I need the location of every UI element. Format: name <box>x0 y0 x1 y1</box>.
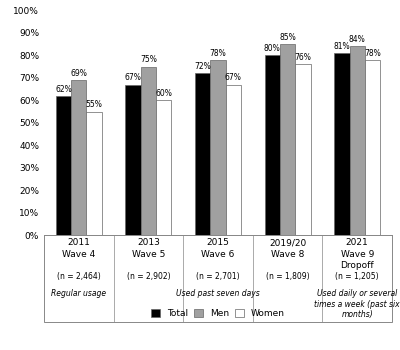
Text: (n = 2,464): (n = 2,464) <box>57 272 101 281</box>
Bar <box>126 85 141 236</box>
Bar <box>195 74 210 236</box>
Text: 2013: 2013 <box>137 238 160 247</box>
Text: 84%: 84% <box>349 35 366 44</box>
Text: Used daily or several
times a week (past six
months): Used daily or several times a week (past… <box>314 289 400 319</box>
Text: Used past seven days: Used past seven days <box>176 289 260 298</box>
Text: Wave 6: Wave 6 <box>201 250 235 259</box>
Bar <box>56 96 71 236</box>
Text: 62%: 62% <box>55 85 72 94</box>
Bar <box>265 56 280 236</box>
Text: Wave 8: Wave 8 <box>271 250 304 259</box>
Text: (n = 2,701): (n = 2,701) <box>196 272 240 281</box>
Bar <box>86 112 102 236</box>
Text: 67%: 67% <box>125 74 142 83</box>
Text: 80%: 80% <box>264 44 281 53</box>
Bar <box>156 100 171 236</box>
Bar <box>71 80 86 236</box>
Text: Wave 4: Wave 4 <box>62 250 96 259</box>
Bar <box>226 85 241 236</box>
Text: 81%: 81% <box>334 42 350 51</box>
Legend: Total, Men, Women: Total, Men, Women <box>148 306 288 322</box>
Text: Wave 9
Dropoff: Wave 9 Dropoff <box>340 250 374 270</box>
Bar <box>334 53 350 236</box>
Text: (n = 1,809): (n = 1,809) <box>266 272 310 281</box>
Text: 75%: 75% <box>140 56 157 64</box>
Text: 55%: 55% <box>86 100 102 110</box>
Text: 2019/20: 2019/20 <box>269 238 306 247</box>
Text: 2021: 2021 <box>346 238 368 247</box>
Text: 85%: 85% <box>279 33 296 42</box>
Bar <box>365 60 380 236</box>
Text: 78%: 78% <box>210 49 226 58</box>
Bar <box>280 44 295 236</box>
Text: 2011: 2011 <box>67 238 90 247</box>
Text: 76%: 76% <box>294 53 311 62</box>
Text: 67%: 67% <box>225 74 242 83</box>
Text: 69%: 69% <box>70 69 87 78</box>
Text: 72%: 72% <box>194 62 211 71</box>
Bar <box>210 60 226 236</box>
Text: Regular usage: Regular usage <box>51 289 106 298</box>
Bar <box>295 64 310 236</box>
Text: (n = 2,902): (n = 2,902) <box>126 272 170 281</box>
Text: (n = 1,205): (n = 1,205) <box>335 272 379 281</box>
Bar <box>141 67 156 236</box>
Text: Wave 5: Wave 5 <box>132 250 165 259</box>
Text: 2015: 2015 <box>206 238 230 247</box>
Bar <box>350 47 365 236</box>
Text: 78%: 78% <box>364 49 381 58</box>
Text: 60%: 60% <box>155 89 172 98</box>
